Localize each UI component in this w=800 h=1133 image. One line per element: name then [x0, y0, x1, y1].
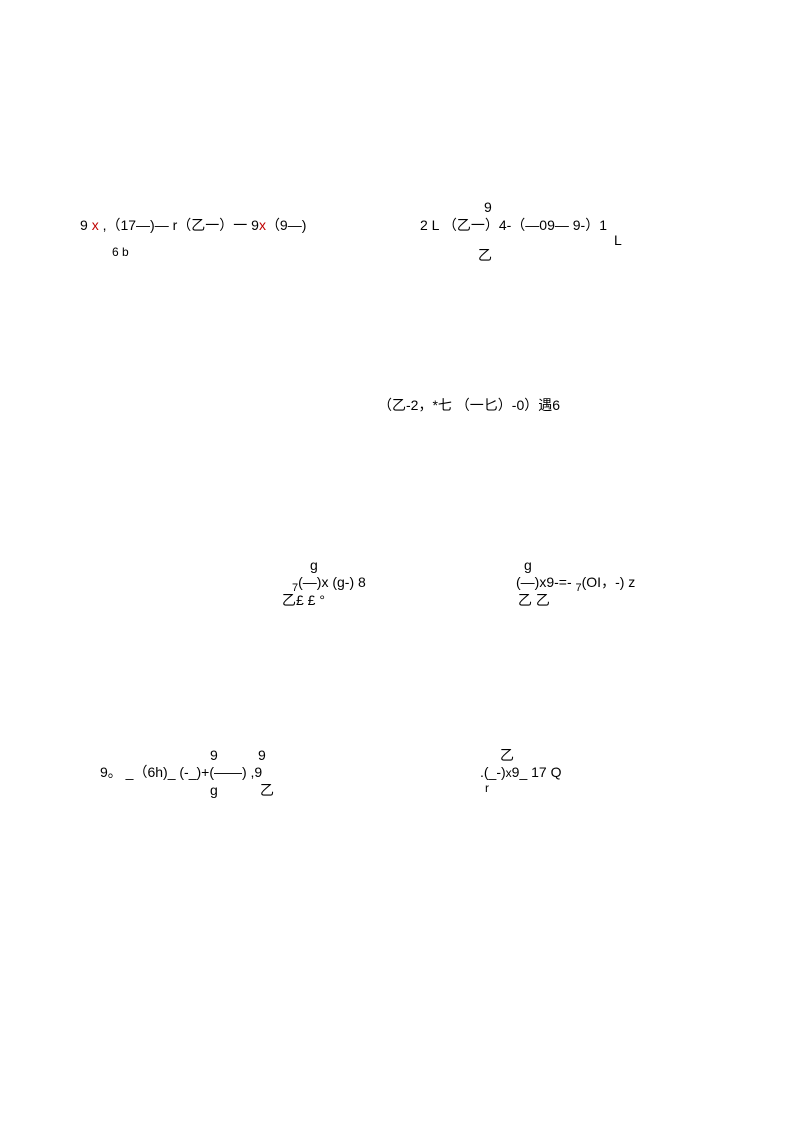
row1-right-main: 2 L （乙一）4-（—09— 9-）1	[420, 218, 607, 232]
r4r-pre: .(_-)	[480, 764, 506, 780]
row3-left-g: g	[310, 558, 318, 572]
row3-left-bottom: 乙£ £ °	[282, 593, 325, 607]
row4-left-9b: 9	[258, 748, 266, 762]
r1l-aft1: ,（17—)— r（乙一）一 9	[99, 217, 259, 233]
r1l-pre: 9	[80, 217, 92, 233]
row2-main: （乙-2，*七 （一匕）-0）遇6	[378, 398, 560, 412]
row4-right-yi: 乙	[500, 748, 514, 762]
r1l-x1: x	[92, 217, 99, 233]
row3-right-g: g	[524, 558, 532, 572]
row4-left-yi: 乙	[260, 783, 274, 797]
row4-left-g: g	[210, 783, 218, 797]
row4-left-main: 9。 _（6h)_ (-_)+(——) ,9	[100, 765, 262, 779]
row1-right-yi: 乙	[478, 248, 492, 262]
row4-right-r: r	[485, 782, 489, 794]
row1-right-above: 9	[484, 200, 492, 214]
page: 9 x ,（17—)— r（乙一）一 9x（9—) 6 b 9 2 L （乙一）…	[0, 0, 800, 1133]
row1-left-main: 9 x ,（17—)— r（乙一）一 9x（9—)	[80, 218, 306, 232]
row3-right-mid: (—)x9-=- 7(OI，-) z	[516, 575, 635, 594]
row1-left-below: 6 b	[112, 246, 129, 258]
row4-left-9a: 9	[210, 748, 218, 762]
r3r-pre: (—)x9-=-	[516, 574, 576, 590]
r1l-aft2: （9—)	[266, 217, 306, 233]
r3l-rest: (—)x (g-) 8	[298, 574, 366, 590]
row4-right-main: .(_-)x9_ 17 Q	[480, 765, 562, 779]
r3r-rest: (OI，-) z	[582, 574, 636, 590]
row3-right-bottom: 乙 乙	[518, 593, 550, 607]
row3-left-mid: 7(—)x (g-) 8	[292, 575, 366, 594]
r1l-x2: x	[259, 217, 266, 233]
row1-right-L: L	[614, 233, 622, 247]
r4r-rest: 9_ 17 Q	[512, 764, 562, 780]
